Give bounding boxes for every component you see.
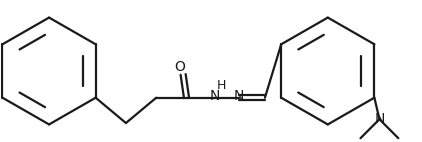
Text: N: N	[374, 112, 384, 126]
Text: H: H	[217, 79, 227, 92]
Text: N: N	[209, 89, 219, 103]
Text: N: N	[234, 89, 244, 103]
Text: O: O	[175, 60, 186, 74]
